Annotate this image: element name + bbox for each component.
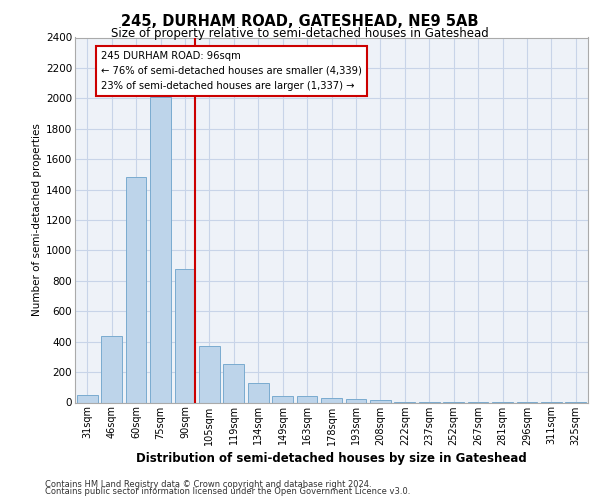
Text: Contains HM Land Registry data © Crown copyright and database right 2024.: Contains HM Land Registry data © Crown c… [45,480,371,489]
X-axis label: Distribution of semi-detached houses by size in Gateshead: Distribution of semi-detached houses by … [136,452,527,464]
Text: Size of property relative to semi-detached houses in Gateshead: Size of property relative to semi-detach… [111,28,489,40]
Text: Contains public sector information licensed under the Open Government Licence v3: Contains public sector information licen… [45,487,410,496]
Text: 245 DURHAM ROAD: 96sqm
← 76% of semi-detached houses are smaller (4,339)
23% of : 245 DURHAM ROAD: 96sqm ← 76% of semi-det… [101,51,362,91]
Bar [125,178,146,402]
Bar [346,400,367,402]
Bar [199,346,220,403]
Y-axis label: Number of semi-detached properties: Number of semi-detached properties [32,124,42,316]
Bar [370,400,391,402]
Bar [150,97,171,402]
Text: 245, DURHAM ROAD, GATESHEAD, NE9 5AB: 245, DURHAM ROAD, GATESHEAD, NE9 5AB [121,14,479,29]
Bar [223,364,244,403]
Bar [175,268,196,402]
Bar [101,336,122,402]
Bar [272,396,293,402]
Bar [296,396,317,402]
Bar [248,382,269,402]
Bar [321,398,342,402]
Bar [77,395,98,402]
